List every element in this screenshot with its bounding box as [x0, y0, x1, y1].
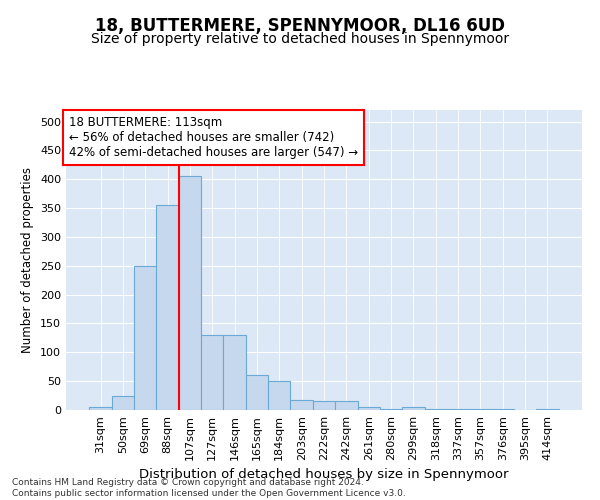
Bar: [402, 406, 425, 410]
Bar: [201, 335, 223, 410]
Bar: [223, 335, 246, 410]
Bar: [134, 266, 157, 410]
Bar: [89, 407, 112, 410]
Text: 18 BUTTERMERE: 113sqm
← 56% of detached houses are smaller (742)
42% of semi-det: 18 BUTTERMERE: 113sqm ← 56% of detached …: [68, 116, 358, 159]
Bar: [157, 205, 179, 410]
Bar: [447, 409, 469, 410]
X-axis label: Distribution of detached houses by size in Spennymoor: Distribution of detached houses by size …: [139, 468, 509, 481]
Text: Contains HM Land Registry data © Crown copyright and database right 2024.
Contai: Contains HM Land Registry data © Crown c…: [12, 478, 406, 498]
Bar: [179, 176, 201, 410]
Bar: [246, 376, 268, 410]
Text: 18, BUTTERMERE, SPENNYMOOR, DL16 6UD: 18, BUTTERMERE, SPENNYMOOR, DL16 6UD: [95, 18, 505, 36]
Bar: [112, 396, 134, 410]
Bar: [358, 407, 380, 410]
Bar: [313, 401, 335, 410]
Bar: [290, 400, 313, 410]
Bar: [268, 381, 290, 410]
Bar: [335, 402, 358, 410]
Text: Size of property relative to detached houses in Spennymoor: Size of property relative to detached ho…: [91, 32, 509, 46]
Y-axis label: Number of detached properties: Number of detached properties: [22, 167, 34, 353]
